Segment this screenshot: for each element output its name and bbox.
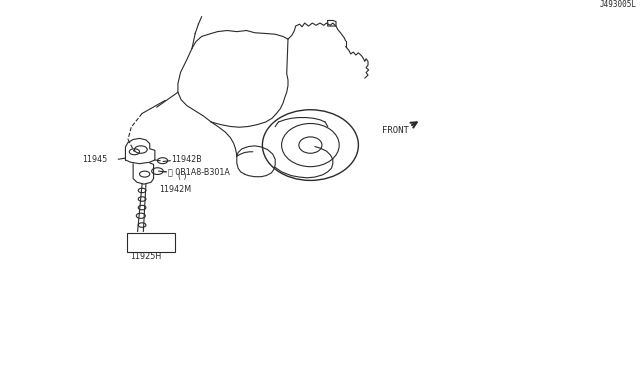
Text: 11942M: 11942M: [159, 185, 191, 194]
Text: 11925H: 11925H: [131, 252, 162, 261]
Text: FRONT: FRONT: [382, 126, 409, 135]
Text: Ⓑ 0B1A8-B301A: Ⓑ 0B1A8-B301A: [168, 167, 230, 176]
Text: ( ): ( ): [178, 172, 186, 181]
Text: J493005L: J493005L: [600, 0, 637, 9]
Text: 11942B: 11942B: [172, 155, 202, 164]
Bar: [127, 232, 175, 252]
Text: 11945: 11945: [82, 155, 107, 164]
